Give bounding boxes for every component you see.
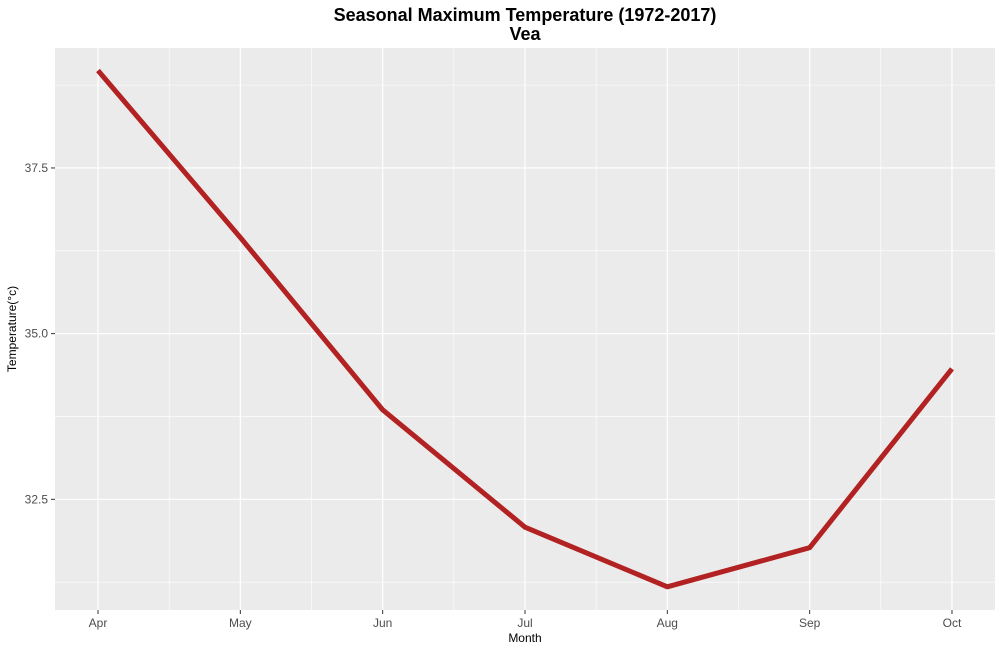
y-tick-label: 37.5 [25, 161, 49, 175]
data-point-sep [807, 545, 812, 550]
y-axis: 32.5 35.0 37.5 [25, 161, 55, 506]
y-tick-label: 35.0 [25, 327, 49, 341]
data-point-apr [96, 68, 101, 73]
x-tick-label: Jun [373, 616, 392, 630]
data-point-jul [522, 525, 527, 530]
series-layer [96, 68, 954, 590]
major-gridlines [55, 48, 995, 610]
data-point-oct [949, 366, 954, 371]
y-tick-label: 32.5 [25, 492, 49, 506]
data-point-jun [380, 407, 385, 412]
data-point-aug [665, 584, 670, 589]
x-tick-label: Jul [517, 616, 532, 630]
chart-title: Seasonal Maximum Temperature (1972-2017) [334, 5, 717, 25]
x-axis: Apr May Jun Jul Aug Sep Oct [89, 610, 962, 630]
series-line [96, 68, 954, 590]
y-axis-title: Temperature(°c) [5, 286, 19, 372]
x-tick-label: Sep [799, 616, 821, 630]
x-tick-label: Apr [89, 616, 108, 630]
data-point-may [238, 235, 243, 240]
chart-subtitle: Vea [509, 24, 541, 44]
x-tick-label: May [229, 616, 252, 630]
x-tick-label: Aug [657, 616, 678, 630]
x-axis-title: Month [508, 631, 541, 645]
x-tick-label: Oct [943, 616, 962, 630]
